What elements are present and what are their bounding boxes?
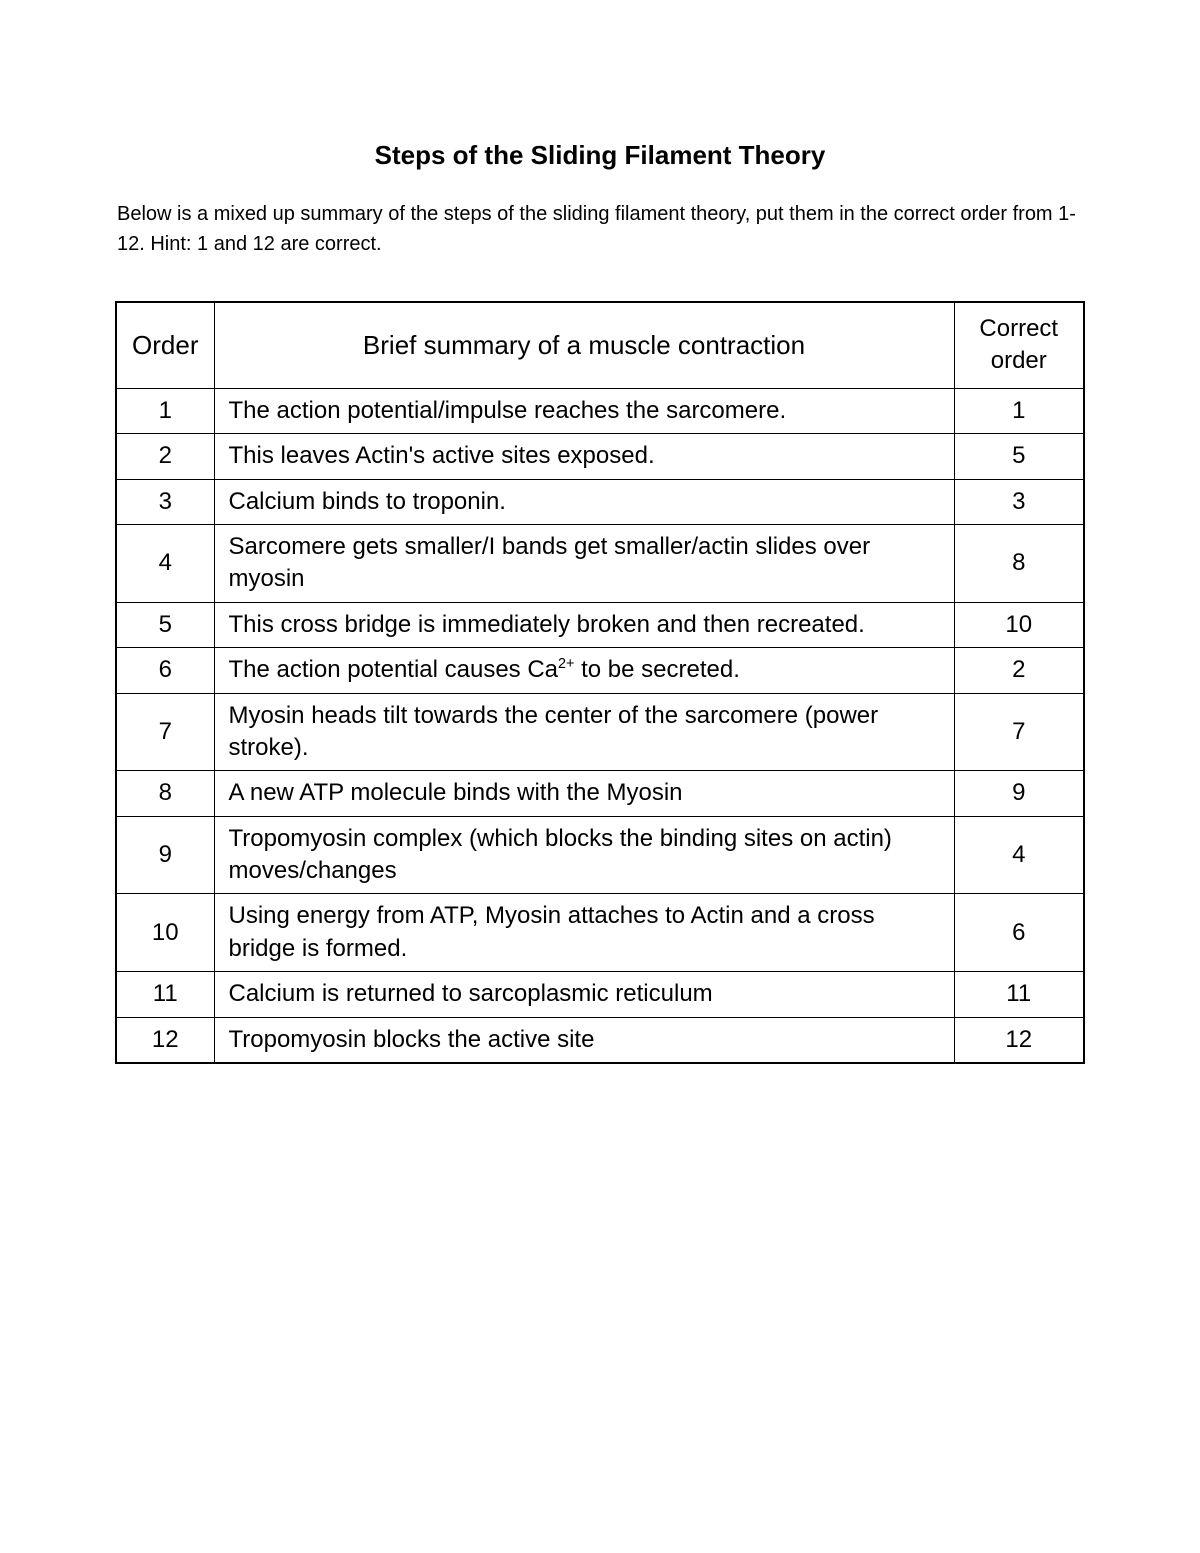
table-row: 9Tropomyosin complex (which blocks the b… [116,816,1084,894]
order-cell: 4 [116,524,214,602]
summary-cell: Tropomyosin complex (which blocks the bi… [214,816,954,894]
order-cell: 12 [116,1017,214,1063]
summary-cell: Using energy from ATP, Myosin attaches t… [214,894,954,972]
table-row: 5This cross bridge is immediately broken… [116,602,1084,647]
correct-order-cell: 6 [954,894,1084,972]
table-row: 2This leaves Actin's active sites expose… [116,434,1084,479]
correct-order-cell: 12 [954,1017,1084,1063]
table-body: 1The action potential/impulse reaches th… [116,388,1084,1063]
correct-order-cell: 2 [954,648,1084,693]
order-cell: 9 [116,816,214,894]
order-cell: 10 [116,894,214,972]
summary-cell: Calcium binds to troponin. [214,479,954,524]
table-row: 11Calcium is returned to sarcoplasmic re… [116,972,1084,1017]
order-cell: 5 [116,602,214,647]
summary-cell: Myosin heads tilt towards the center of … [214,693,954,771]
correct-order-cell: 9 [954,771,1084,816]
correct-order-cell: 1 [954,388,1084,433]
table-row: 3Calcium binds to troponin.3 [116,479,1084,524]
correct-order-cell: 3 [954,479,1084,524]
table-header-row: Order Brief summary of a muscle contract… [116,302,1084,388]
correct-order-cell: 11 [954,972,1084,1017]
summary-cell: The action potential causes Ca2+ to be s… [214,648,954,693]
correct-order-header: Correct order [954,302,1084,388]
correct-order-cell: 7 [954,693,1084,771]
table-row: 1The action potential/impulse reaches th… [116,388,1084,433]
instructions-text: Below is a mixed up summary of the steps… [115,199,1085,259]
order-cell: 8 [116,771,214,816]
table-row: 12Tropomyosin blocks the active site12 [116,1017,1084,1063]
order-cell: 7 [116,693,214,771]
correct-order-cell: 4 [954,816,1084,894]
order-cell: 11 [116,972,214,1017]
summary-cell: This leaves Actin's active sites exposed… [214,434,954,479]
table-row: 7Myosin heads tilt towards the center of… [116,693,1084,771]
table-row: 10Using energy from ATP, Myosin attaches… [116,894,1084,972]
summary-cell: Calcium is returned to sarcoplasmic reti… [214,972,954,1017]
summary-cell: This cross bridge is immediately broken … [214,602,954,647]
correct-order-cell: 10 [954,602,1084,647]
steps-table: Order Brief summary of a muscle contract… [115,301,1085,1064]
summary-cell: The action potential/impulse reaches the… [214,388,954,433]
order-header: Order [116,302,214,388]
order-cell: 6 [116,648,214,693]
page-title: Steps of the Sliding Filament Theory [115,140,1085,171]
table-row: 4Sarcomere gets smaller/I bands get smal… [116,524,1084,602]
order-cell: 1 [116,388,214,433]
summary-cell: Tropomyosin blocks the active site [214,1017,954,1063]
correct-order-cell: 8 [954,524,1084,602]
order-cell: 3 [116,479,214,524]
summary-cell: Sarcomere gets smaller/I bands get small… [214,524,954,602]
order-cell: 2 [116,434,214,479]
summary-header: Brief summary of a muscle contraction [214,302,954,388]
summary-cell: A new ATP molecule binds with the Myosin [214,771,954,816]
table-row: 6The action potential causes Ca2+ to be … [116,648,1084,693]
table-row: 8A new ATP molecule binds with the Myosi… [116,771,1084,816]
correct-order-cell: 5 [954,434,1084,479]
